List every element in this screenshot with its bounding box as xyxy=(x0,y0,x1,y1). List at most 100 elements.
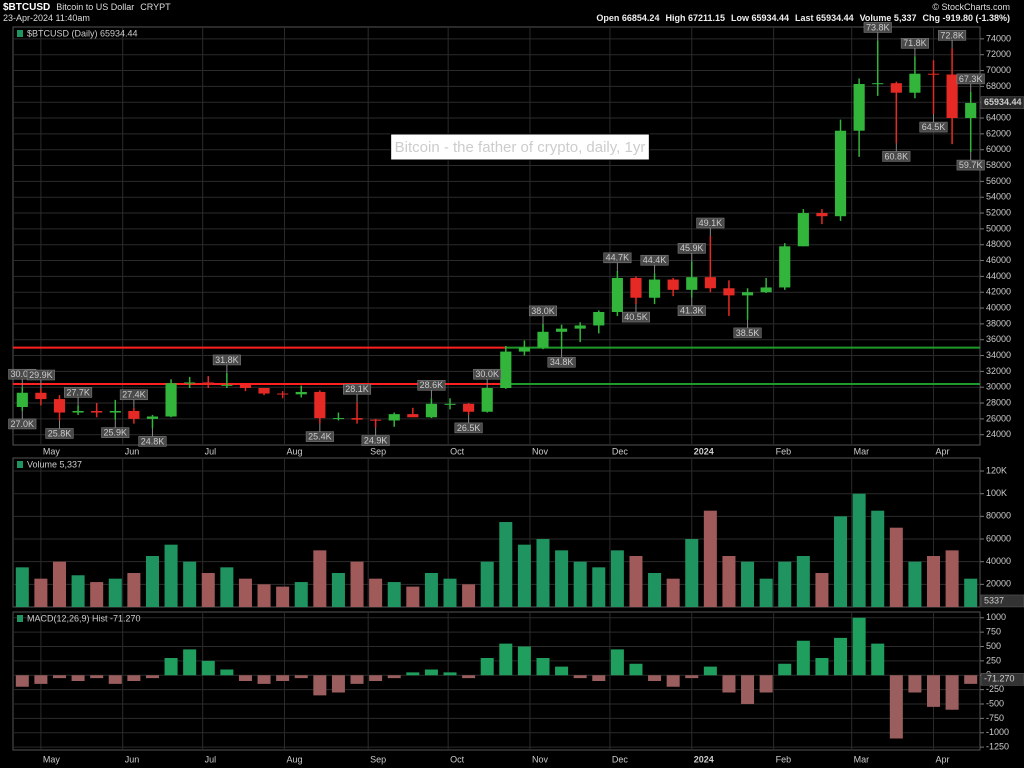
bar xyxy=(741,561,755,607)
bar xyxy=(276,586,290,607)
x-tick-label: Apr xyxy=(936,754,950,764)
annotation-label: 41.3K xyxy=(680,306,704,316)
y-tick-label: 40000 xyxy=(986,302,1011,312)
annotation-label: 27.4K xyxy=(122,390,146,400)
bar xyxy=(462,675,476,679)
candle-body xyxy=(760,287,772,293)
x-tick-label: Dec xyxy=(612,754,629,764)
y-tick-label: 68000 xyxy=(986,81,1011,91)
quote-stat: High 67211.15 xyxy=(665,13,725,23)
quote-stat: Low 65934.44 xyxy=(731,13,790,23)
y-tick-label: 750 xyxy=(986,627,1001,637)
candle-body xyxy=(834,130,847,217)
bar xyxy=(52,675,66,679)
candle-body xyxy=(295,391,307,395)
bar xyxy=(424,669,438,676)
annotation: 40.5K xyxy=(621,311,650,323)
y-tick-label: -750 xyxy=(986,713,1004,723)
bar xyxy=(90,582,104,607)
candle-body xyxy=(797,213,809,247)
y-tick-label: -500 xyxy=(986,698,1004,708)
x-tick-label: Dec xyxy=(612,446,629,456)
annotation-box xyxy=(882,151,911,162)
candle-body xyxy=(965,103,977,119)
annotation-box xyxy=(26,369,55,381)
candle-body xyxy=(221,384,233,386)
y-tick-label: 20000 xyxy=(986,579,1011,589)
annotation-label: 24.8K xyxy=(141,436,165,446)
bar xyxy=(815,658,829,676)
bar xyxy=(685,675,699,679)
annotation-box xyxy=(64,387,93,398)
bar xyxy=(778,561,792,607)
y-tick-label: 36000 xyxy=(986,334,1011,344)
annotation: 25.9K xyxy=(101,427,130,438)
bar xyxy=(908,675,922,693)
bar xyxy=(945,675,959,710)
y-tick-label: 34000 xyxy=(986,350,1011,360)
bar xyxy=(108,578,122,607)
candle-body xyxy=(537,331,549,348)
annotation-label: 24.9K xyxy=(364,435,388,445)
annotation-box xyxy=(677,243,706,254)
bar xyxy=(238,578,252,607)
annotation: 64.5K xyxy=(919,121,948,133)
annotation: 44.4K xyxy=(640,254,669,266)
quote-stat: Volume 5,337 xyxy=(859,13,917,23)
candle-body xyxy=(53,399,66,413)
bar xyxy=(127,675,141,681)
annotation-label: 29.9K xyxy=(29,370,53,380)
annotation: 73.8K xyxy=(863,22,892,33)
candle-body xyxy=(91,410,103,413)
bar xyxy=(257,584,271,607)
bar xyxy=(294,582,308,607)
y-tick-label: 38000 xyxy=(986,318,1011,328)
y-tick-label: 250 xyxy=(986,655,1001,665)
last-value-label: -71.270 xyxy=(984,674,1015,684)
last-value-tag xyxy=(980,673,1024,686)
bar xyxy=(90,675,104,679)
legend: Volume 5,337 xyxy=(27,459,82,469)
bar xyxy=(462,584,476,607)
bar xyxy=(517,646,531,676)
annotation: 45.9K xyxy=(677,243,706,254)
annotation: 24.9K xyxy=(361,435,390,446)
candle-body xyxy=(72,410,84,413)
y-tick-label: 74000 xyxy=(986,33,1011,43)
candle-body xyxy=(463,403,475,412)
y-tick-label: 56000 xyxy=(986,176,1011,186)
candle-body xyxy=(128,410,140,419)
legend-icon xyxy=(17,30,23,37)
candle-body xyxy=(890,83,902,93)
bar xyxy=(238,675,252,681)
bar xyxy=(220,567,234,607)
bar xyxy=(71,575,85,607)
annotation-label: 31.8K xyxy=(215,355,239,365)
y-tick-label: 52000 xyxy=(986,207,1011,217)
annotation-label: 40.5K xyxy=(624,312,648,322)
header-row: $BTCUSD Bitcoin to US Dollar CRYPT © Sto… xyxy=(3,2,1010,13)
bar xyxy=(145,675,159,679)
legend: $BTCUSD (Daily) 65934.44 xyxy=(27,28,138,38)
bar xyxy=(257,675,271,684)
annotation-box xyxy=(956,159,985,171)
bar xyxy=(127,573,141,607)
candle-body xyxy=(332,418,345,420)
bar xyxy=(350,561,364,607)
candle-body xyxy=(444,403,456,405)
x-tick-label: Aug xyxy=(287,446,303,456)
bar xyxy=(220,669,234,676)
bar xyxy=(834,637,848,676)
x-tick-label: 2024 xyxy=(694,446,714,456)
copyright: © StockCharts.com xyxy=(932,2,1010,12)
candle-body xyxy=(202,382,214,385)
annotation: 34.8K xyxy=(547,356,576,368)
candle-body xyxy=(927,73,940,75)
bar xyxy=(276,675,290,681)
y-tick-label: 100K xyxy=(986,488,1007,498)
annotation-label: 30.0K xyxy=(475,369,499,379)
bar xyxy=(350,675,364,684)
annotation-label: 60.8K xyxy=(885,151,909,161)
bar xyxy=(369,578,383,607)
quote-stat: Last 65934.44 xyxy=(795,13,854,23)
